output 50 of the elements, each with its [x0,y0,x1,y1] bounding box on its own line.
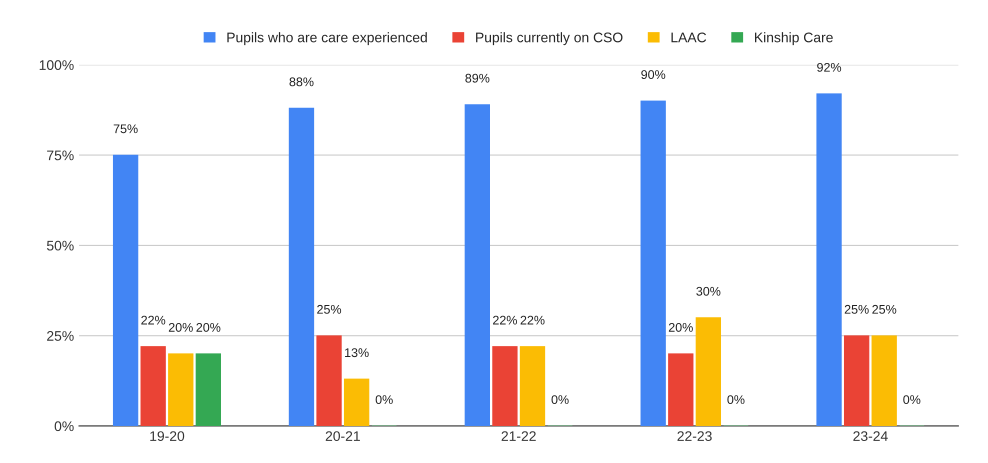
y-tick-label: 0% [54,421,74,432]
legend-label: LAAC [672,32,706,42]
data-label: 0% [552,395,569,404]
legend-label: Pupils currently on CSO [476,32,622,46]
bar [844,335,870,426]
legend-label: Kinship Care [755,32,833,46]
x-tick-label: 22-23 [678,431,712,442]
data-label: 0% [727,395,745,404]
y-tick-label: 25% [47,331,74,341]
x-tick-label: 20-21 [326,431,360,442]
x-tick-label: 19-20 [150,431,184,442]
bar [288,108,314,426]
bar [520,346,546,426]
data-label: 30% [696,286,720,296]
bar [168,353,194,426]
data-label: 92% [817,62,842,72]
x-tick-label: 23-24 [853,431,888,442]
bar [696,317,722,426]
data-label: 25% [317,304,342,314]
data-label: 22% [141,316,166,325]
bar [112,154,138,426]
data-label: 20% [196,322,220,332]
bar [316,335,342,426]
data-label: 20% [168,322,193,332]
data-label: 75% [114,124,138,134]
bar [872,335,897,426]
y-tick-label: 50% [46,240,74,251]
bar [816,93,842,426]
data-label: 89% [465,74,490,83]
data-label: 0% [903,395,920,404]
legend-label: Pupils who are care experienced [227,32,427,46]
data-label: 22% [493,316,517,325]
bar [196,353,221,426]
bar [668,353,694,426]
data-label: 88% [290,77,314,86]
data-label: 25% [844,304,869,314]
data-label: 22% [520,316,545,325]
bar [492,346,518,426]
bar [640,100,666,426]
x-tick-label: 21-22 [502,431,536,441]
bar [140,346,166,426]
data-label: 25% [872,304,896,314]
data-label: 90% [641,70,666,80]
data-label: 20% [668,322,693,332]
bar [464,104,490,426]
data-label: 0% [376,395,393,404]
y-tick-label: 100% [40,60,74,70]
bar [344,378,370,426]
y-tick-label: 75% [47,150,74,160]
data-label: 13% [345,348,369,358]
